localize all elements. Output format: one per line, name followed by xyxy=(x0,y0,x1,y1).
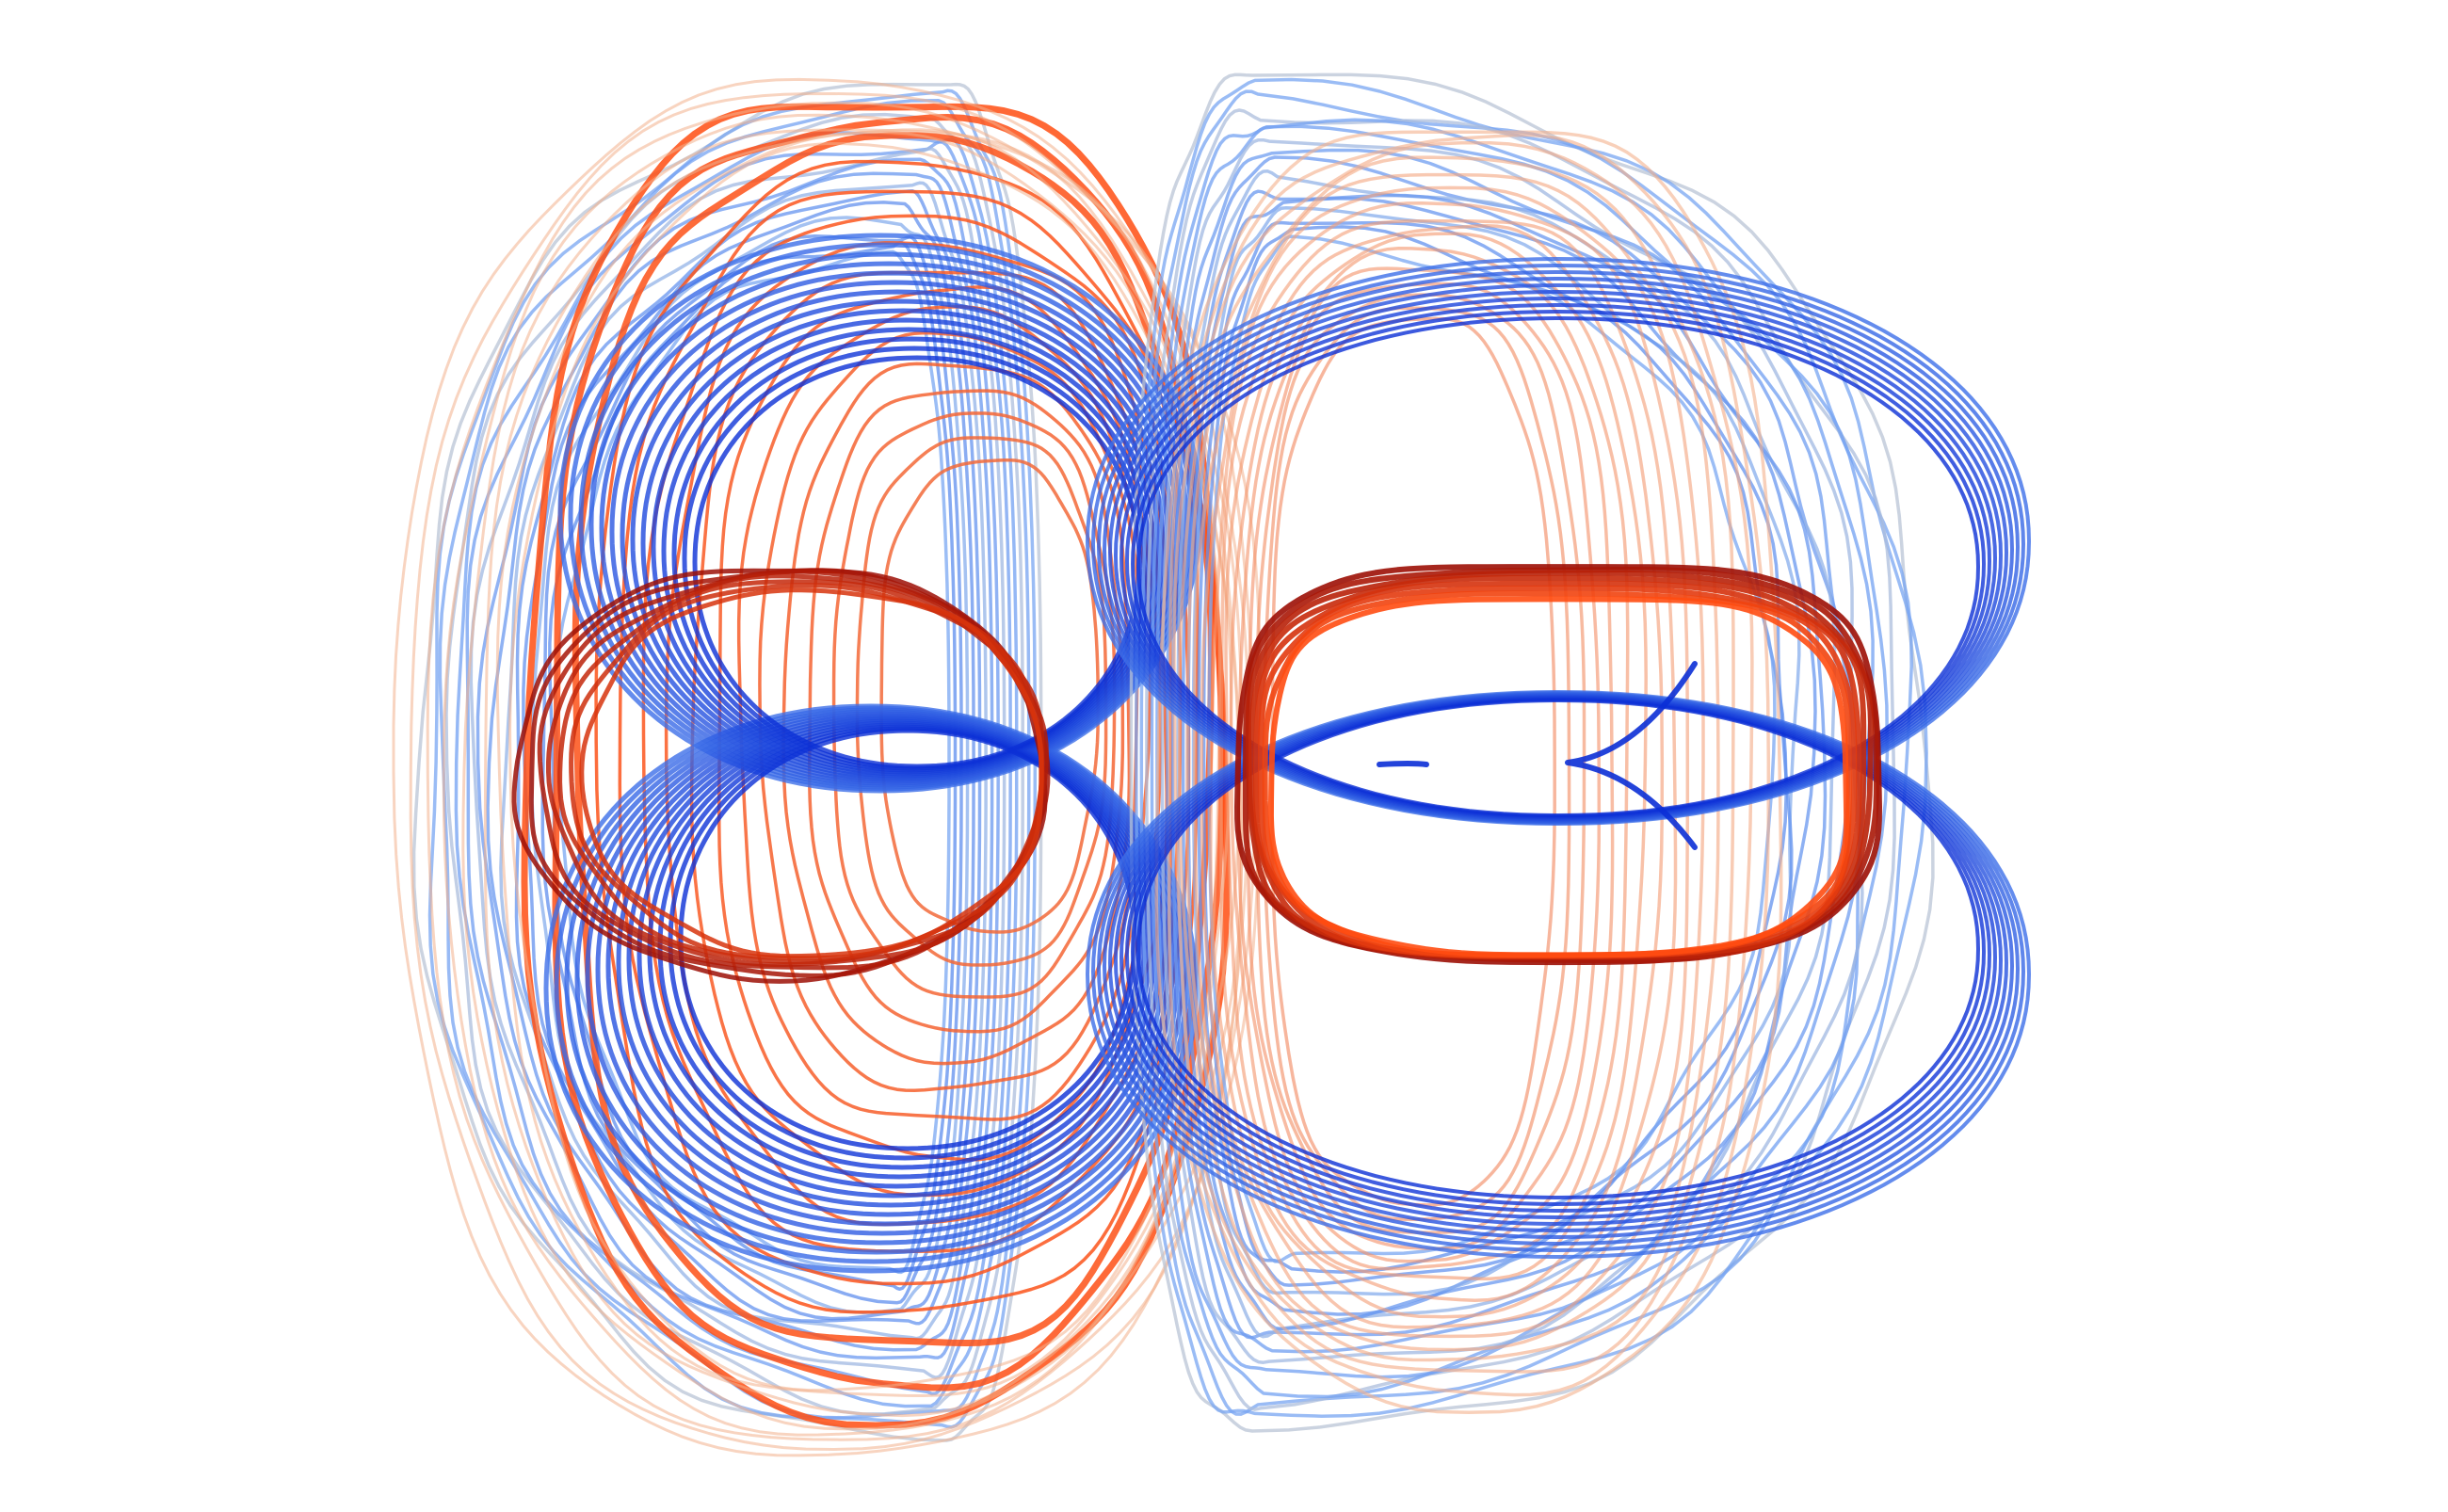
left-orange-contour xyxy=(855,436,1108,967)
right-red-ring xyxy=(1253,580,1862,959)
left-peach-contour xyxy=(461,128,1243,1431)
right-outer-contour xyxy=(1135,77,1928,1418)
right-outer-contour xyxy=(1139,89,1913,1416)
right-peach-contour xyxy=(1154,130,1783,1414)
right-peach-contour xyxy=(1172,140,1754,1374)
left-red-ring xyxy=(579,587,1044,959)
left-contour-panel xyxy=(392,77,1262,1457)
right-outer-contour xyxy=(1150,118,1890,1399)
right-peach-contour xyxy=(1193,185,1705,1339)
left-blue-ring-lower xyxy=(678,728,1137,1151)
right-peach-contour xyxy=(1168,133,1771,1397)
left-outer-contour xyxy=(454,131,1019,1408)
right-peach-contour xyxy=(1200,201,1690,1329)
left-outer-contour xyxy=(499,181,988,1341)
right-peach-contour xyxy=(1177,155,1735,1362)
left-peach-contour xyxy=(495,131,1233,1397)
left-peach-contour xyxy=(483,128,1241,1418)
left-blue-ring-upper xyxy=(692,355,1142,769)
right-peach-contour xyxy=(1185,172,1720,1352)
left-orange-contour xyxy=(552,114,1225,1391)
right-contour-panel xyxy=(1086,72,2031,1433)
right-right-cusp xyxy=(1565,661,1698,850)
left-peach-contour xyxy=(442,113,1244,1437)
right-outer-contour xyxy=(1170,155,1853,1340)
left-outer-contour xyxy=(475,157,1000,1360)
right-blue-ring-upper xyxy=(1136,316,1980,817)
left-orange-contour xyxy=(831,411,1117,999)
left-orange-contour xyxy=(879,458,1100,934)
left-orange-contour xyxy=(572,132,1215,1346)
left-outer-contour xyxy=(427,88,1038,1429)
right-red-ring xyxy=(1248,575,1867,960)
left-peach-contour xyxy=(508,142,1221,1392)
right-blue-ring-lower xyxy=(1136,699,1980,1199)
left-outer-contour xyxy=(444,112,1024,1416)
left-outer-contour xyxy=(469,147,1007,1379)
left-orange-contour xyxy=(521,103,1231,1429)
left-outer-contour xyxy=(540,233,963,1305)
left-orange-contour xyxy=(618,189,1191,1286)
left-peach-contour xyxy=(426,101,1250,1441)
right-red-ring xyxy=(1267,596,1850,958)
left-red-ring xyxy=(546,573,1045,967)
left-outer-contour xyxy=(465,140,1012,1396)
left-peach-contour xyxy=(392,77,1262,1457)
